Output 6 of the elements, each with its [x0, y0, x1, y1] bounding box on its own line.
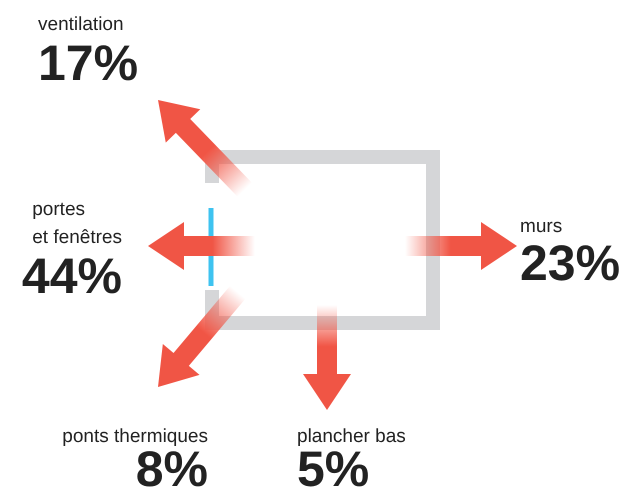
category-label: ventilation — [38, 14, 124, 35]
data-label: 44% — [22, 248, 122, 304]
category-label: portes et fenêtres — [32, 199, 122, 248]
data-label: 17% — [38, 35, 138, 91]
data-label: 23% — [520, 235, 620, 291]
category-label: murs — [520, 216, 562, 237]
